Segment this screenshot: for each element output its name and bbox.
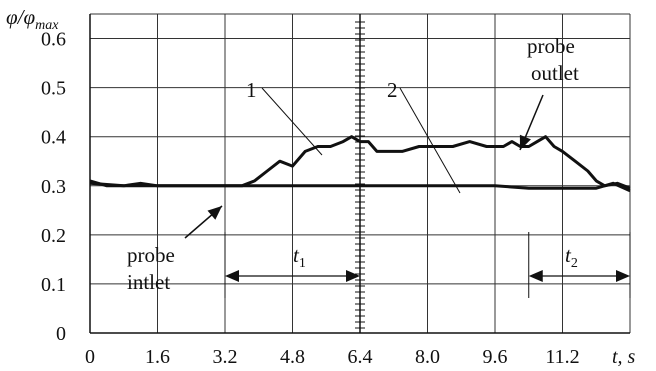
x-tick-label: 11.2 <box>545 346 579 368</box>
leader-line-1 <box>261 87 323 156</box>
leader-line-2 <box>399 87 461 194</box>
series-lines <box>89 87 631 194</box>
probe-outlet-label-line1: probe <box>527 34 575 58</box>
y-tick-label: 0.6 <box>41 29 66 51</box>
y-tick-label: 0 <box>56 323 66 345</box>
y-tick-label: 0.2 <box>41 225 66 247</box>
x-tick-label: 1.6 <box>145 346 170 368</box>
series-1-label: 1 <box>246 78 257 102</box>
x-tick-label: 9.6 <box>483 346 508 368</box>
y-tick-label: 0.1 <box>41 274 66 296</box>
series-2-label: 2 <box>387 78 398 102</box>
t2-label: t2 <box>565 243 578 271</box>
x-tick-label: 8.0 <box>415 346 440 368</box>
x-tick-label: 6.4 <box>348 346 373 368</box>
y-axis-label: φ/φmax <box>6 5 59 33</box>
probe-inlet-arrowhead <box>207 206 222 220</box>
x-axis-label: t, s <box>612 346 636 368</box>
x-tick-label: 4.8 <box>280 346 305 368</box>
x-tick-label: 0 <box>85 346 95 368</box>
y-tick-label: 0.3 <box>41 176 66 198</box>
probe-outlet-arrowhead <box>519 134 531 150</box>
t1-interval-arrowhead-right <box>346 270 360 282</box>
t2-interval-arrowhead-left <box>528 270 543 282</box>
probe-inlet-label-line1: probe <box>127 243 175 267</box>
labels: φ/φmax t, s 1 2 probe outlet probe intle… <box>6 5 636 368</box>
series-line-2 <box>89 181 631 193</box>
y-tick-label: 0.5 <box>41 78 66 100</box>
y-tick-label: 0.4 <box>41 127 66 149</box>
t2-interval-arrowhead-right <box>616 270 630 282</box>
x-tick-label: 3.2 <box>213 346 238 368</box>
t1-interval-arrowhead-left <box>225 270 239 282</box>
t1-label: t1 <box>293 243 306 271</box>
probe-inlet-label-line2: intlet <box>127 270 170 294</box>
probe-outlet-label-line2: outlet <box>531 61 579 85</box>
interval-arrows <box>184 94 631 298</box>
